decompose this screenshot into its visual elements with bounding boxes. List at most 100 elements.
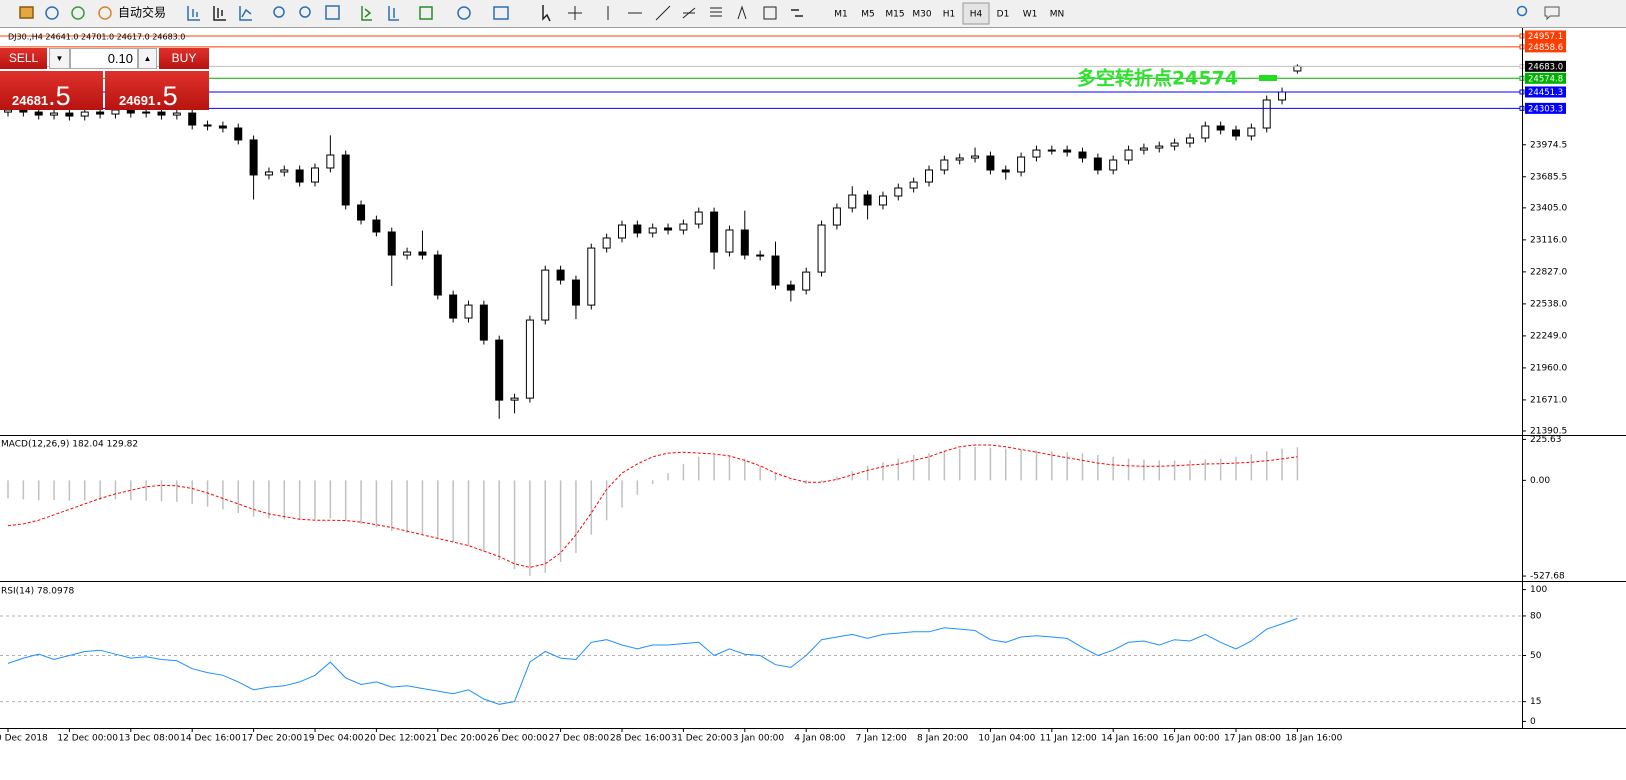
ask-box[interactable]: 24691.5 (105, 71, 209, 111)
macd-bar (559, 480, 562, 562)
macd-bar (605, 480, 608, 521)
icon-folder[interactable] (19, 6, 34, 19)
icon-indicators[interactable] (419, 6, 433, 20)
icon-arrows[interactable] (791, 9, 803, 17)
macd-bar (1051, 451, 1053, 481)
candle-body (925, 169, 933, 183)
candle-body (1063, 149, 1072, 153)
candle-body (495, 339, 504, 401)
icon-profile[interactable] (45, 6, 59, 20)
macd-bar (820, 480, 823, 483)
candle-body (1247, 127, 1256, 137)
icon-zoom-out[interactable] (299, 6, 311, 18)
macd-bar (1143, 459, 1145, 481)
macd-bar (114, 480, 117, 500)
candle-body (756, 254, 765, 257)
candle-body (1078, 151, 1087, 159)
icon-chat[interactable] (1544, 6, 1560, 21)
macd-bar (298, 480, 301, 521)
icon-text[interactable] (737, 5, 747, 20)
timeframe-button[interactable]: M15 (885, 10, 904, 20)
timeframe-button[interactable]: H4 (970, 10, 983, 20)
icon-shift[interactable] (361, 6, 372, 21)
macd-bar (7, 480, 9, 499)
timeframe-button[interactable]: H1 (943, 10, 956, 20)
y-tick-label: 50 (1530, 651, 1542, 661)
icon-templates[interactable] (493, 6, 509, 20)
icon-crosshair[interactable] (568, 6, 582, 20)
auto-trade-label[interactable]: 自动交易 (118, 5, 166, 20)
candle-body (311, 167, 319, 183)
level-tag (1525, 60, 1566, 72)
macd-bar (1173, 460, 1176, 481)
level-tag (1525, 86, 1566, 98)
level-tag (1525, 30, 1566, 42)
icon-tile[interactable] (325, 5, 340, 20)
candle-body (1155, 145, 1164, 149)
candle-body (172, 112, 181, 116)
icon-label[interactable] (763, 6, 777, 20)
icon-periods[interactable] (457, 6, 471, 20)
macd-bar (544, 480, 546, 573)
bid-box[interactable]: 24681.5 (0, 71, 103, 111)
icon-autoscroll[interactable] (388, 6, 399, 21)
buy-button[interactable]: BUY (159, 48, 209, 69)
y-tick-label: 225.63 (1530, 435, 1562, 445)
icon-channel[interactable] (682, 7, 696, 19)
icon-line[interactable] (239, 6, 252, 21)
chart-header: DJ30.,H4 24641.0 24701.0 24617.0 24683.0 (8, 33, 185, 42)
icon-fibo[interactable] (710, 7, 722, 17)
candle-body (971, 155, 980, 159)
macd-bar (651, 480, 654, 484)
candle-body (909, 181, 918, 189)
icon-cursor[interactable] (542, 5, 551, 22)
macd-bar (1189, 460, 1191, 481)
candle-body (218, 125, 227, 129)
candle-body (464, 304, 473, 319)
icon-autotrade[interactable] (98, 6, 112, 20)
macd-bar (989, 447, 992, 481)
candle-body (111, 109, 120, 115)
x-tick-label: 21 Dec 20:00 (426, 734, 487, 744)
lot-down[interactable]: ▼ (49, 48, 70, 69)
timeframe-button[interactable]: W1 (1023, 10, 1038, 20)
x-tick-label: 0 Dec 2018 (0, 734, 48, 744)
lot-up[interactable]: ▲ (138, 48, 157, 69)
candle-body (1124, 149, 1133, 161)
macd-bar (1035, 450, 1038, 481)
x-tick-label: 11 Jan 12:00 (1040, 734, 1097, 744)
y-tick-label: 23405.0 (1530, 203, 1567, 213)
timeframe-button[interactable]: M30 (912, 10, 931, 20)
candle-body (648, 227, 657, 234)
macd-bar (99, 480, 101, 500)
icon-search[interactable] (1516, 5, 1528, 17)
macd-bar (912, 454, 915, 481)
x-tick-label: 19 Dec 04:00 (303, 734, 364, 744)
macd-bar (759, 465, 761, 481)
lot-input[interactable]: 0.10 (70, 48, 138, 69)
macd-bar (84, 480, 86, 501)
candle-body (1047, 149, 1056, 152)
macd-bar (851, 471, 853, 481)
timeframe-active (962, 2, 990, 25)
candle-body (556, 269, 565, 281)
icon-zoom-in[interactable] (273, 6, 285, 18)
icon-bars[interactable] (187, 6, 200, 21)
timeframe-button[interactable]: D1 (997, 10, 1010, 20)
icon-candles[interactable] (213, 6, 226, 21)
candle-body (203, 124, 212, 127)
candle-body (894, 187, 903, 197)
level-label: 24683.0 (1528, 62, 1563, 72)
timeframe-button[interactable]: MN (1050, 10, 1065, 20)
icon-globe[interactable] (71, 6, 85, 20)
timeframe-button[interactable]: M1 (834, 10, 848, 20)
rsi-plot (0, 615, 1522, 705)
x-tick-label: 17 Jan 08:00 (1224, 734, 1281, 744)
icon-trendline[interactable] (655, 5, 671, 21)
sell-button[interactable]: SELL (0, 48, 47, 69)
candle-body (587, 247, 596, 306)
candle-body (80, 111, 89, 117)
x-tick-label: 14 Jan 16:00 (1101, 734, 1158, 744)
timeframe-button[interactable]: M5 (861, 10, 875, 20)
